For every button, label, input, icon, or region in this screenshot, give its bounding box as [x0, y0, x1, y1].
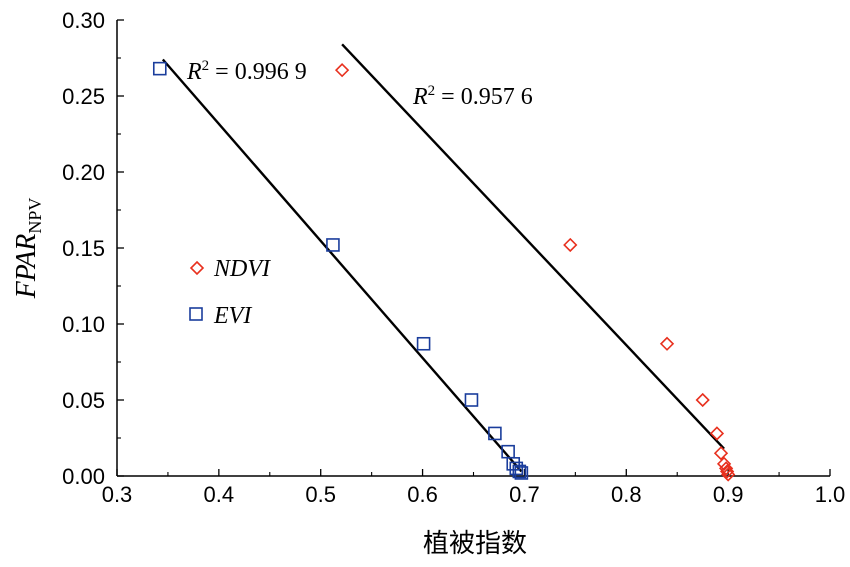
y-tick-label: 0.25 — [62, 84, 105, 109]
point-evi — [326, 238, 340, 252]
x-tick-label: 0.9 — [713, 482, 744, 507]
y-tick-label: 0.30 — [62, 8, 105, 33]
x-tick-label: 0.4 — [204, 482, 235, 507]
y-axis: 0.00 0.05 0.10 0.15 0.20 0.25 0.30 — [62, 8, 124, 489]
x-tick-label: 0.3 — [102, 482, 133, 507]
fit-line-evi — [161, 58, 523, 473]
y-axis-title-main: FPAR — [11, 234, 42, 300]
legend-marker-evi — [189, 307, 203, 321]
point-evi — [488, 426, 502, 441]
r2-superscript: 2 — [428, 83, 436, 99]
x-tick-label: 1.0 — [815, 482, 846, 507]
point-ndvi — [716, 456, 732, 471]
fit-line-ndvi — [341, 43, 725, 450]
r2-symbol: R — [412, 84, 428, 110]
data-markers — [152, 61, 736, 482]
x-tick-label: 0.5 — [305, 482, 336, 507]
point-evi — [416, 336, 431, 351]
point-evi — [152, 61, 167, 76]
point-ndvi — [659, 336, 675, 351]
y-axis-title: FPARNPV — [11, 198, 45, 300]
x-tick-label: 0.7 — [509, 482, 540, 507]
legend: NDVI EVI — [189, 256, 271, 329]
svg-text:FPARNPV: FPARNPV — [11, 198, 45, 300]
legend-marker-ndvi — [189, 260, 205, 276]
legend-label-evi: EVI — [213, 303, 252, 329]
point-evi — [509, 461, 524, 476]
r2-symbol: R — [186, 59, 202, 85]
x-tick-label: 0.6 — [407, 482, 438, 507]
point-evi — [514, 466, 529, 480]
y-tick-label: 0.20 — [62, 160, 105, 185]
point-ndvi — [721, 467, 736, 482]
y-axis-title-subscript: NPV — [25, 198, 45, 234]
point-evi — [464, 393, 479, 407]
x-axis-title: 植被指数 — [423, 529, 527, 559]
point-ndvi — [695, 392, 710, 408]
point-ndvi — [563, 237, 578, 253]
r2-value: = 0.996 9 — [209, 59, 307, 85]
r2-annotation-evi: R2 = 0.996 9 — [186, 58, 307, 85]
y-tick-label: 0.15 — [62, 236, 105, 261]
x-tick-label: 0.8 — [611, 482, 642, 507]
point-ndvi — [718, 461, 734, 476]
point-evi — [512, 464, 527, 479]
legend-label-ndvi: NDVI — [213, 256, 271, 282]
y-tick-label: 0.10 — [62, 312, 105, 337]
point-ndvi — [719, 464, 735, 479]
x-axis: 0.3 0.4 0.5 0.6 0.7 0.8 0.9 1.0 — [102, 469, 846, 507]
r2-superscript: 2 — [202, 58, 210, 74]
r2-value: = 0.957 6 — [435, 84, 533, 110]
y-tick-label: 0.00 — [62, 464, 105, 489]
fit-lines — [161, 43, 725, 473]
point-ndvi — [713, 446, 729, 461]
y-tick-label: 0.05 — [62, 388, 105, 413]
point-ndvi — [334, 63, 350, 78]
point-ndvi — [709, 426, 725, 441]
r2-annotation-ndvi: R2 = 0.957 6 — [412, 83, 533, 110]
